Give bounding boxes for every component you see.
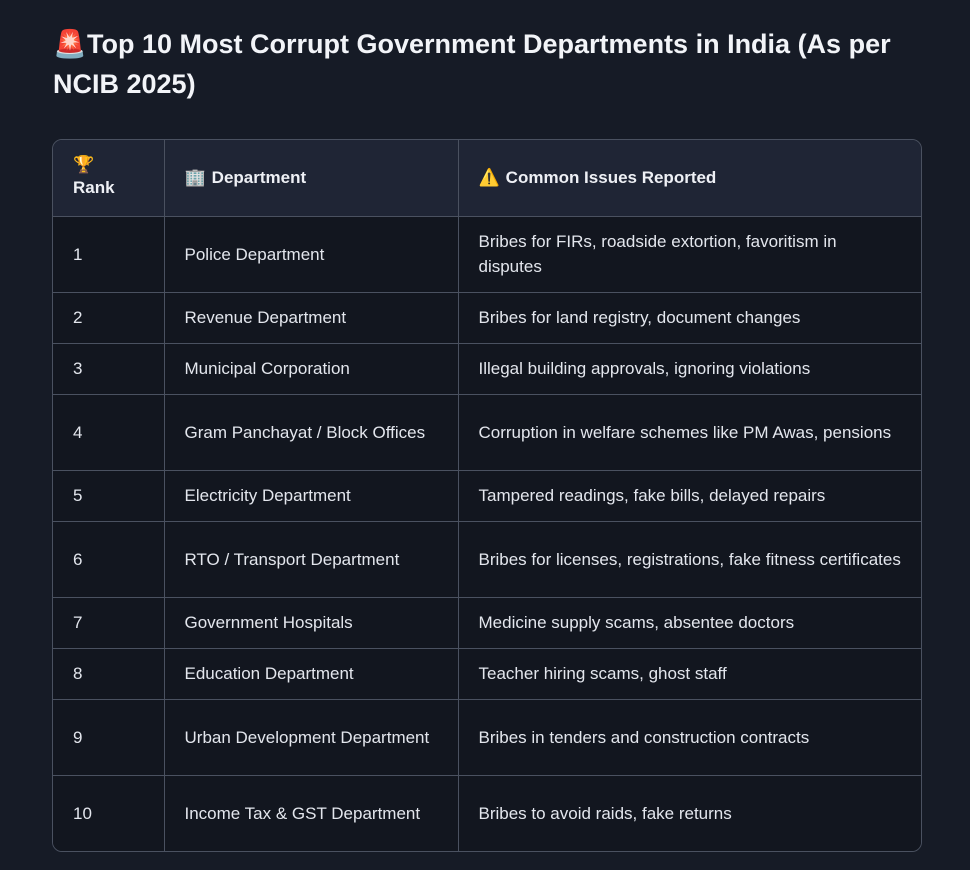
department-cell: Municipal Corporation [164,343,459,395]
siren-icon: 🚨 [53,29,87,59]
issues-cell: Bribes in tenders and construction contr… [458,699,921,776]
issues-cell: Bribes to avoid raids, fake returns [478,803,732,823]
table-header-row: 🏆 Rank 🏢 Department ⚠️ Common Issues Repor… [53,140,921,217]
rank-cell: 6 [53,521,165,598]
issues-cell: Bribes for FIRs, roadside extortion, fav… [458,216,921,293]
department-cell: Electricity Department [164,470,459,522]
rank-cell: 10 [53,775,165,851]
office-building-icon: 🏢 [184,168,206,188]
department-cell: Education Department [164,648,459,700]
table-row: 5 Electricity Department Tampered readin… [53,470,921,522]
trophy-icon: 🏆 [73,155,95,175]
header-rank: 🏆 Rank [53,140,165,217]
header-department: 🏢 Department [164,140,459,217]
issues-cell: Tampered readings, fake bills, delayed r… [458,470,921,522]
rank-cell: 3 [53,343,165,395]
issues-cell: Corruption in welfare schemes like PM Aw… [458,394,921,471]
rank-cell: 9 [53,699,165,776]
department-cell: Police Department [164,216,459,293]
header-issues-label: Common Issues Reported [505,168,717,188]
department-cell: Income Tax & GST Department [164,775,459,851]
table-row: 10 Income Tax & GST Department Bribes to… [53,775,921,851]
table-row: 9 Urban Development Department Bribes in… [53,699,921,776]
department-cell: Urban Development Department [164,699,459,776]
table-row: 3 Municipal Corporation Illegal building… [53,343,921,395]
departments-table: 🏆 Rank 🏢 Department ⚠️ Common Issues Repor… [52,139,922,852]
rank-cell: 7 [53,597,165,649]
rank-cell: 2 [53,292,165,344]
table-row: 8 Education Department Teacher hiring sc… [53,648,921,700]
issues-cell: Bribes for licenses, registrations, fake… [458,521,921,598]
rank-cell: 4 [53,394,165,471]
department-cell: RTO / Transport Department [164,521,459,598]
warning-icon: ⚠️ [478,168,500,188]
issues-cell: Illegal building approvals, ignoring vio… [458,343,921,395]
table-row: 7 Government Hospitals Medicine supply s… [53,597,921,649]
table-row: 2 Revenue Department Bribes for land reg… [53,292,921,344]
issues-cell: Medicine supply scams, absentee doctors [458,597,921,649]
table-row: 1 Police Department Bribes for FIRs, roa… [53,216,921,293]
table-row: 6 RTO / Transport Department Bribes for … [53,521,921,598]
header-department-label: Department [211,168,307,188]
page-title: 🚨Top 10 Most Corrupt Government Departme… [53,24,933,104]
department-cell: Gram Panchayat / Block Offices [164,394,459,471]
table-row: 4 Gram Panchayat / Block Offices Corrupt… [53,394,921,471]
rank-cell: 5 [53,470,165,522]
rank-cell: 8 [53,648,165,700]
issues-cell: Teacher hiring scams, ghost staff [458,648,921,700]
issues-cell: Bribes for land registry, document chang… [458,292,921,344]
department-cell: Government Hospitals [164,597,459,649]
rank-cell: 1 [53,216,165,293]
department-cell: Revenue Department [164,292,459,344]
header-issues: ⚠️ Common Issues Reported [458,140,921,217]
header-rank-label: Rank [73,178,115,198]
page-title-text: Top 10 Most Corrupt Government Departmen… [53,29,891,99]
